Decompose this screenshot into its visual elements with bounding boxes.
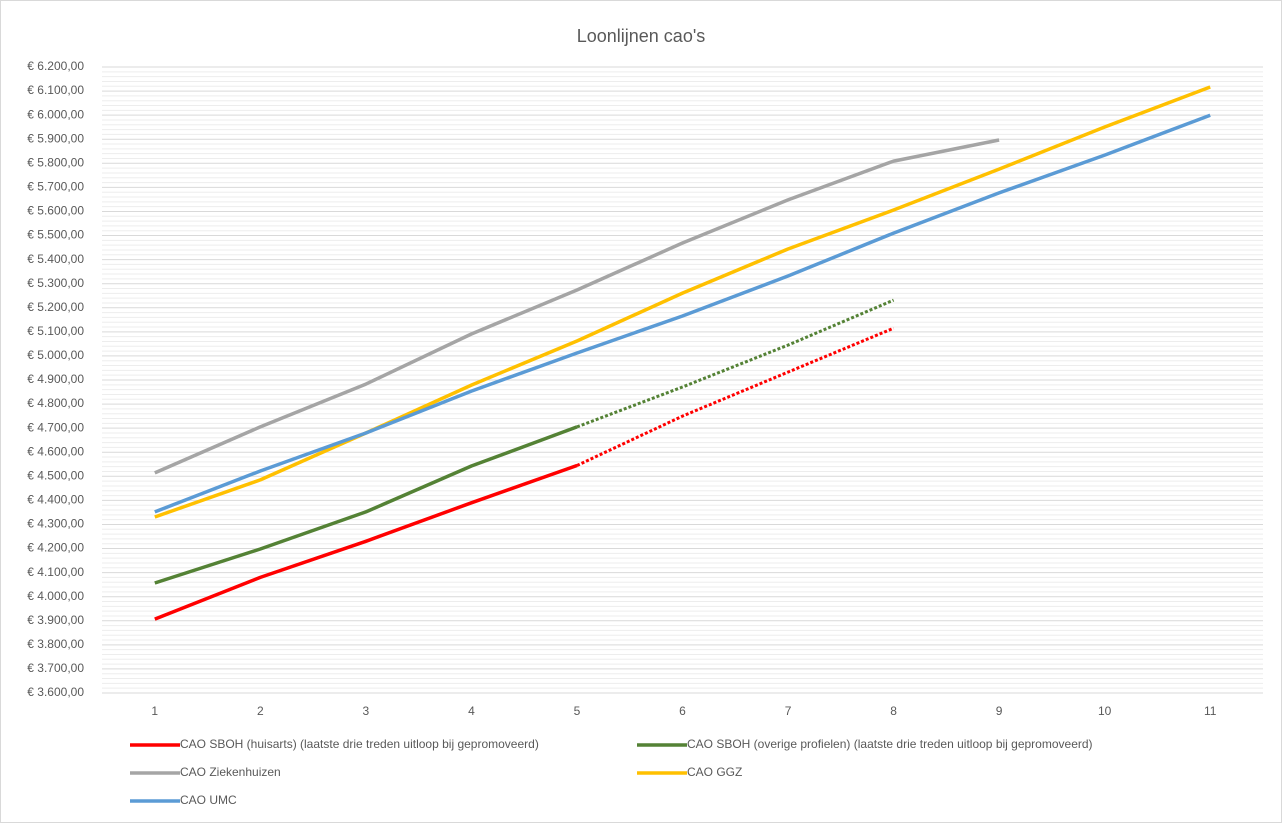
legend-label: CAO SBOH (huisarts) (laatste drie treden…	[180, 737, 539, 751]
x-tick-label: 7	[785, 704, 792, 718]
y-tick-label: € 3.800,00	[27, 637, 84, 651]
x-tick-label: 2	[257, 704, 264, 718]
series-line	[154, 113, 1211, 514]
x-tick-label: 10	[1098, 704, 1112, 718]
y-tick-label: € 4.700,00	[27, 420, 84, 434]
y-tick-label: € 6.200,00	[27, 59, 84, 73]
y-tick-label: € 4.800,00	[27, 396, 84, 410]
y-tick-label: € 4.200,00	[27, 541, 84, 555]
y-tick-label: € 5.500,00	[27, 228, 84, 242]
y-tick-label: € 6.000,00	[27, 107, 84, 121]
chart-title: Loonlijnen cao's	[577, 26, 706, 46]
x-tick-label: 4	[468, 704, 475, 718]
y-tick-label: € 5.600,00	[27, 204, 84, 218]
y-tick-label: € 4.400,00	[27, 493, 84, 507]
y-tick-label: € 3.700,00	[27, 661, 84, 675]
x-tick-label: 3	[363, 704, 370, 718]
x-tick-label: 11	[1204, 704, 1217, 718]
series-line-dotted	[576, 326, 895, 467]
y-tick-label: € 4.300,00	[27, 517, 84, 531]
x-tick-label: 5	[574, 704, 581, 718]
y-tick-label: € 3.600,00	[27, 685, 84, 699]
y-tick-label: € 5.400,00	[27, 252, 84, 266]
x-tick-label: 8	[890, 704, 897, 718]
legend-label: CAO GGZ	[687, 765, 742, 779]
y-tick-label: € 5.800,00	[27, 155, 84, 169]
series-line	[154, 425, 578, 585]
x-tick-label: 6	[679, 704, 686, 718]
y-tick-label: € 5.900,00	[27, 131, 84, 145]
y-tick-label: € 3.900,00	[27, 613, 84, 627]
series-line	[154, 138, 1000, 475]
y-tick-label: € 4.600,00	[27, 444, 84, 458]
y-tick-label: € 4.100,00	[27, 565, 84, 579]
y-tick-label: € 4.500,00	[27, 468, 84, 482]
y-tick-label: € 5.700,00	[27, 180, 84, 194]
series-line	[154, 85, 1211, 519]
y-tick-label: € 4.000,00	[27, 589, 84, 603]
y-tick-label: € 5.000,00	[27, 348, 84, 362]
legend-label: CAO UMC	[180, 793, 237, 807]
y-tick-label: € 5.100,00	[27, 324, 84, 338]
legend-label: CAO SBOH (overige profielen) (laatste dr…	[687, 737, 1093, 751]
series-line-dotted	[576, 298, 895, 429]
y-tick-label: € 5.300,00	[27, 276, 84, 290]
x-tick-label: 1	[151, 704, 158, 718]
y-tick-label: € 6.100,00	[27, 83, 84, 97]
x-tick-label: 9	[996, 704, 1003, 718]
series-line	[154, 463, 578, 621]
y-tick-label: € 5.200,00	[27, 300, 84, 314]
legend-label: CAO Ziekenhuizen	[180, 765, 281, 779]
y-tick-label: € 4.900,00	[27, 372, 84, 386]
